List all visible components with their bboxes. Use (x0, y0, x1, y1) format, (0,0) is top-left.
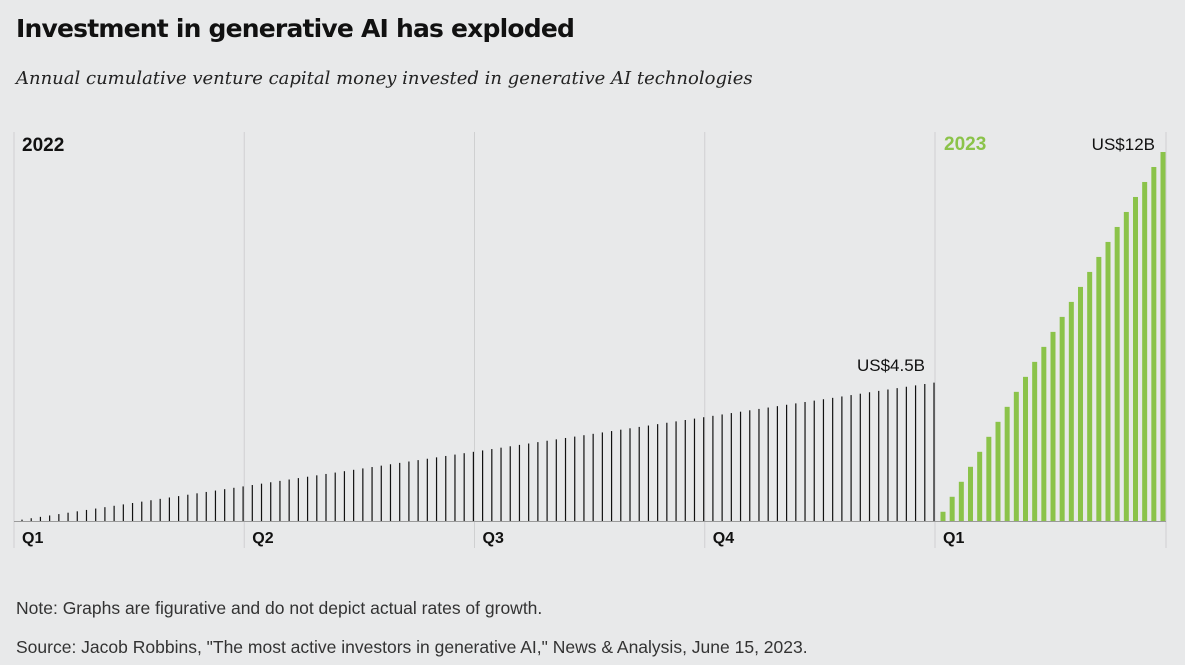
bar-2023 (1050, 331, 1056, 521)
bar-2023 (1114, 226, 1120, 521)
bar-2023 (1105, 241, 1111, 521)
bar-2023 (1151, 166, 1157, 521)
gridlines (13, 132, 1167, 548)
bar-2023 (1078, 286, 1083, 521)
bar-2023 (986, 436, 992, 521)
quarter-label: Q4 (713, 530, 734, 547)
bar-2023 (1142, 181, 1148, 521)
bar-2023 (1013, 391, 1019, 521)
bar-2023 (977, 451, 983, 521)
bars (21, 152, 1166, 522)
end-value-label-2022: US$4.5B (857, 356, 925, 375)
quarter-label: Q1 (22, 530, 43, 547)
bar-2023 (1160, 152, 1166, 521)
labels: 2022 2023 Q1 Q2 Q3 Q4 Q1 US$4.5B US$12B (22, 134, 1155, 547)
bar-2023 (995, 421, 1001, 521)
chart-note: Note: Graphs are figurative and do not d… (16, 598, 543, 618)
year-label-2022: 2022 (22, 135, 64, 156)
end-value-label-2023: US$12B (1092, 135, 1155, 154)
bar-2023 (1059, 316, 1065, 521)
bar-2023 (1023, 376, 1028, 521)
bar-2023 (958, 481, 964, 521)
quarter-label: Q1 (943, 530, 964, 547)
quarter-label: Q2 (252, 530, 273, 547)
bar-2023 (1087, 271, 1093, 521)
bar-2023 (949, 496, 955, 521)
chart-source: Source: Jacob Robbins, "The most active … (16, 637, 808, 657)
bar-2023 (1004, 406, 1010, 521)
bar-2023 (940, 511, 946, 521)
chart-subtitle: Annual cumulative venture capital money … (16, 68, 753, 89)
bar-2023 (968, 466, 973, 521)
bar-2023 (1123, 211, 1129, 521)
bar-2023 (1068, 301, 1074, 521)
bar-2023 (1041, 346, 1047, 521)
bar-2023 (1032, 361, 1038, 521)
quarter-label: Q3 (483, 530, 504, 547)
year-label-2023: 2023 (944, 134, 986, 155)
bar-2023 (1133, 196, 1138, 522)
chart-title: Investment in generative AI has exploded (16, 14, 575, 43)
bar-2023 (1096, 256, 1102, 521)
